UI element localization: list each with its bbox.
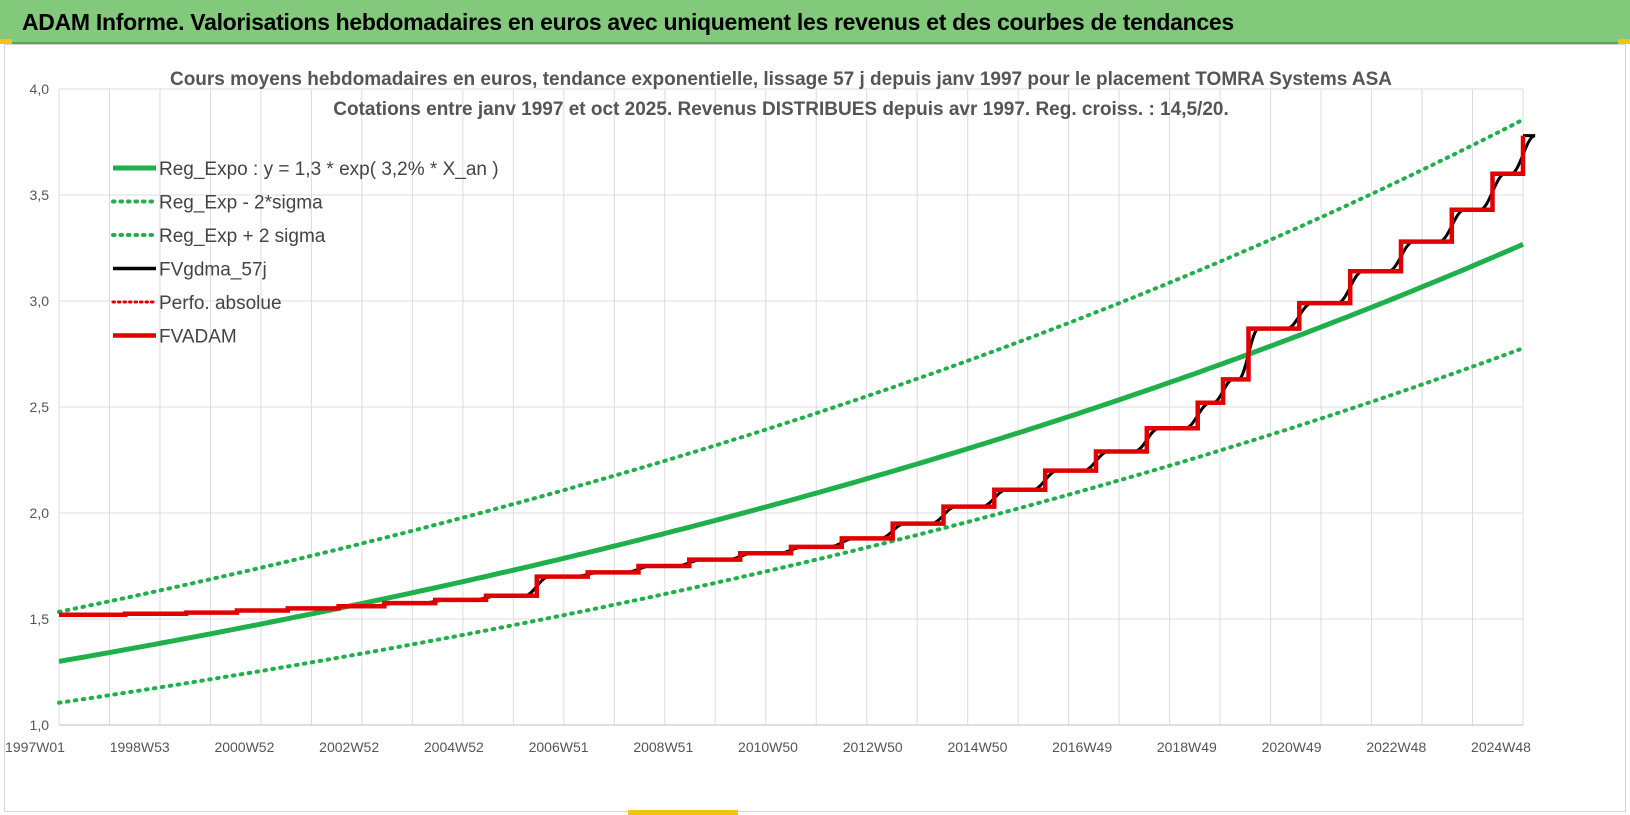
y-tick-label: 2,0 xyxy=(30,505,50,521)
chart-title-line2: Cotations entre janv 1997 et oct 2025. R… xyxy=(333,99,1228,120)
x-tick-label: 2016W49 xyxy=(1052,739,1112,755)
series-reg-exp-minus-2sigma xyxy=(57,346,1525,705)
x-tick-label: 2022W48 xyxy=(1366,739,1426,755)
corner-mark-right xyxy=(1618,39,1630,44)
series-fvadam xyxy=(59,135,1526,618)
legend-label: FVADAM xyxy=(159,327,237,348)
legend-label: Reg_Exp - 2*sigma xyxy=(159,193,323,214)
y-tick-label: 2,5 xyxy=(30,399,50,415)
x-tick-label: 2024W48 xyxy=(1471,739,1531,755)
x-tick-label: 2004W52 xyxy=(424,739,484,755)
chart-title-line1: Cours moyens hebdomadaires en euros, ten… xyxy=(170,69,1392,90)
legend-label: Reg_Exp + 2 sigma xyxy=(159,226,326,247)
bottom-accent xyxy=(628,810,738,815)
legend-label: Perfo. absolue xyxy=(159,293,282,314)
x-tick-label: 2006W51 xyxy=(529,739,589,755)
series xyxy=(57,117,1536,705)
series-reg-expo xyxy=(58,242,1525,664)
legend-label: FVgdma_57j xyxy=(159,260,267,281)
axes: 1,0 1,5 2,0 2,5 3,0 3,5 4,0 1997W01 1998W53 2000W… xyxy=(5,81,1531,755)
y-tick-label: 4,0 xyxy=(30,81,50,97)
corner-mark-left xyxy=(0,39,12,44)
y-tick-label: 3,0 xyxy=(30,293,50,309)
y-tick-label: 3,5 xyxy=(30,187,50,203)
header-bar: ADAM Informe. Valorisations hebdomadaire… xyxy=(0,0,1630,44)
x-tick-label: 2012W50 xyxy=(843,739,903,755)
series-reg-exp-plus-2sigma xyxy=(57,117,1525,614)
x-tick-label: 1998W53 xyxy=(110,739,170,755)
x-tick-label: 1997W01 xyxy=(5,739,65,755)
x-tick-label: 2008W51 xyxy=(633,739,693,755)
x-tick-label: 2000W52 xyxy=(214,739,274,755)
page-title: ADAM Informe. Valorisations hebdomadaire… xyxy=(22,9,1234,35)
x-tick-label: 2002W52 xyxy=(319,739,379,755)
legend: Reg_Expo : y = 1,3 * exp( 3,2% * X_an ) R… xyxy=(111,159,499,348)
x-tick-label: 2018W49 xyxy=(1157,739,1217,755)
legend-label: Reg_Expo : y = 1,3 * exp( 3,2% * X_an ) xyxy=(159,159,499,180)
x-tick-label: 2014W50 xyxy=(947,739,1007,755)
chart-area: 1,0 1,5 2,0 2,5 3,0 3,5 4,0 1997W01 1998W53 2000W… xyxy=(4,44,1626,812)
grid xyxy=(58,88,1524,726)
chart: 1,0 1,5 2,0 2,5 3,0 3,5 4,0 1997W01 1998W53 2000W… xyxy=(5,69,1536,755)
x-tick-label: 2010W50 xyxy=(738,739,798,755)
y-tick-label: 1,0 xyxy=(30,717,50,733)
x-tick-label: 2020W49 xyxy=(1262,739,1322,755)
y-tick-label: 1,5 xyxy=(30,611,50,627)
